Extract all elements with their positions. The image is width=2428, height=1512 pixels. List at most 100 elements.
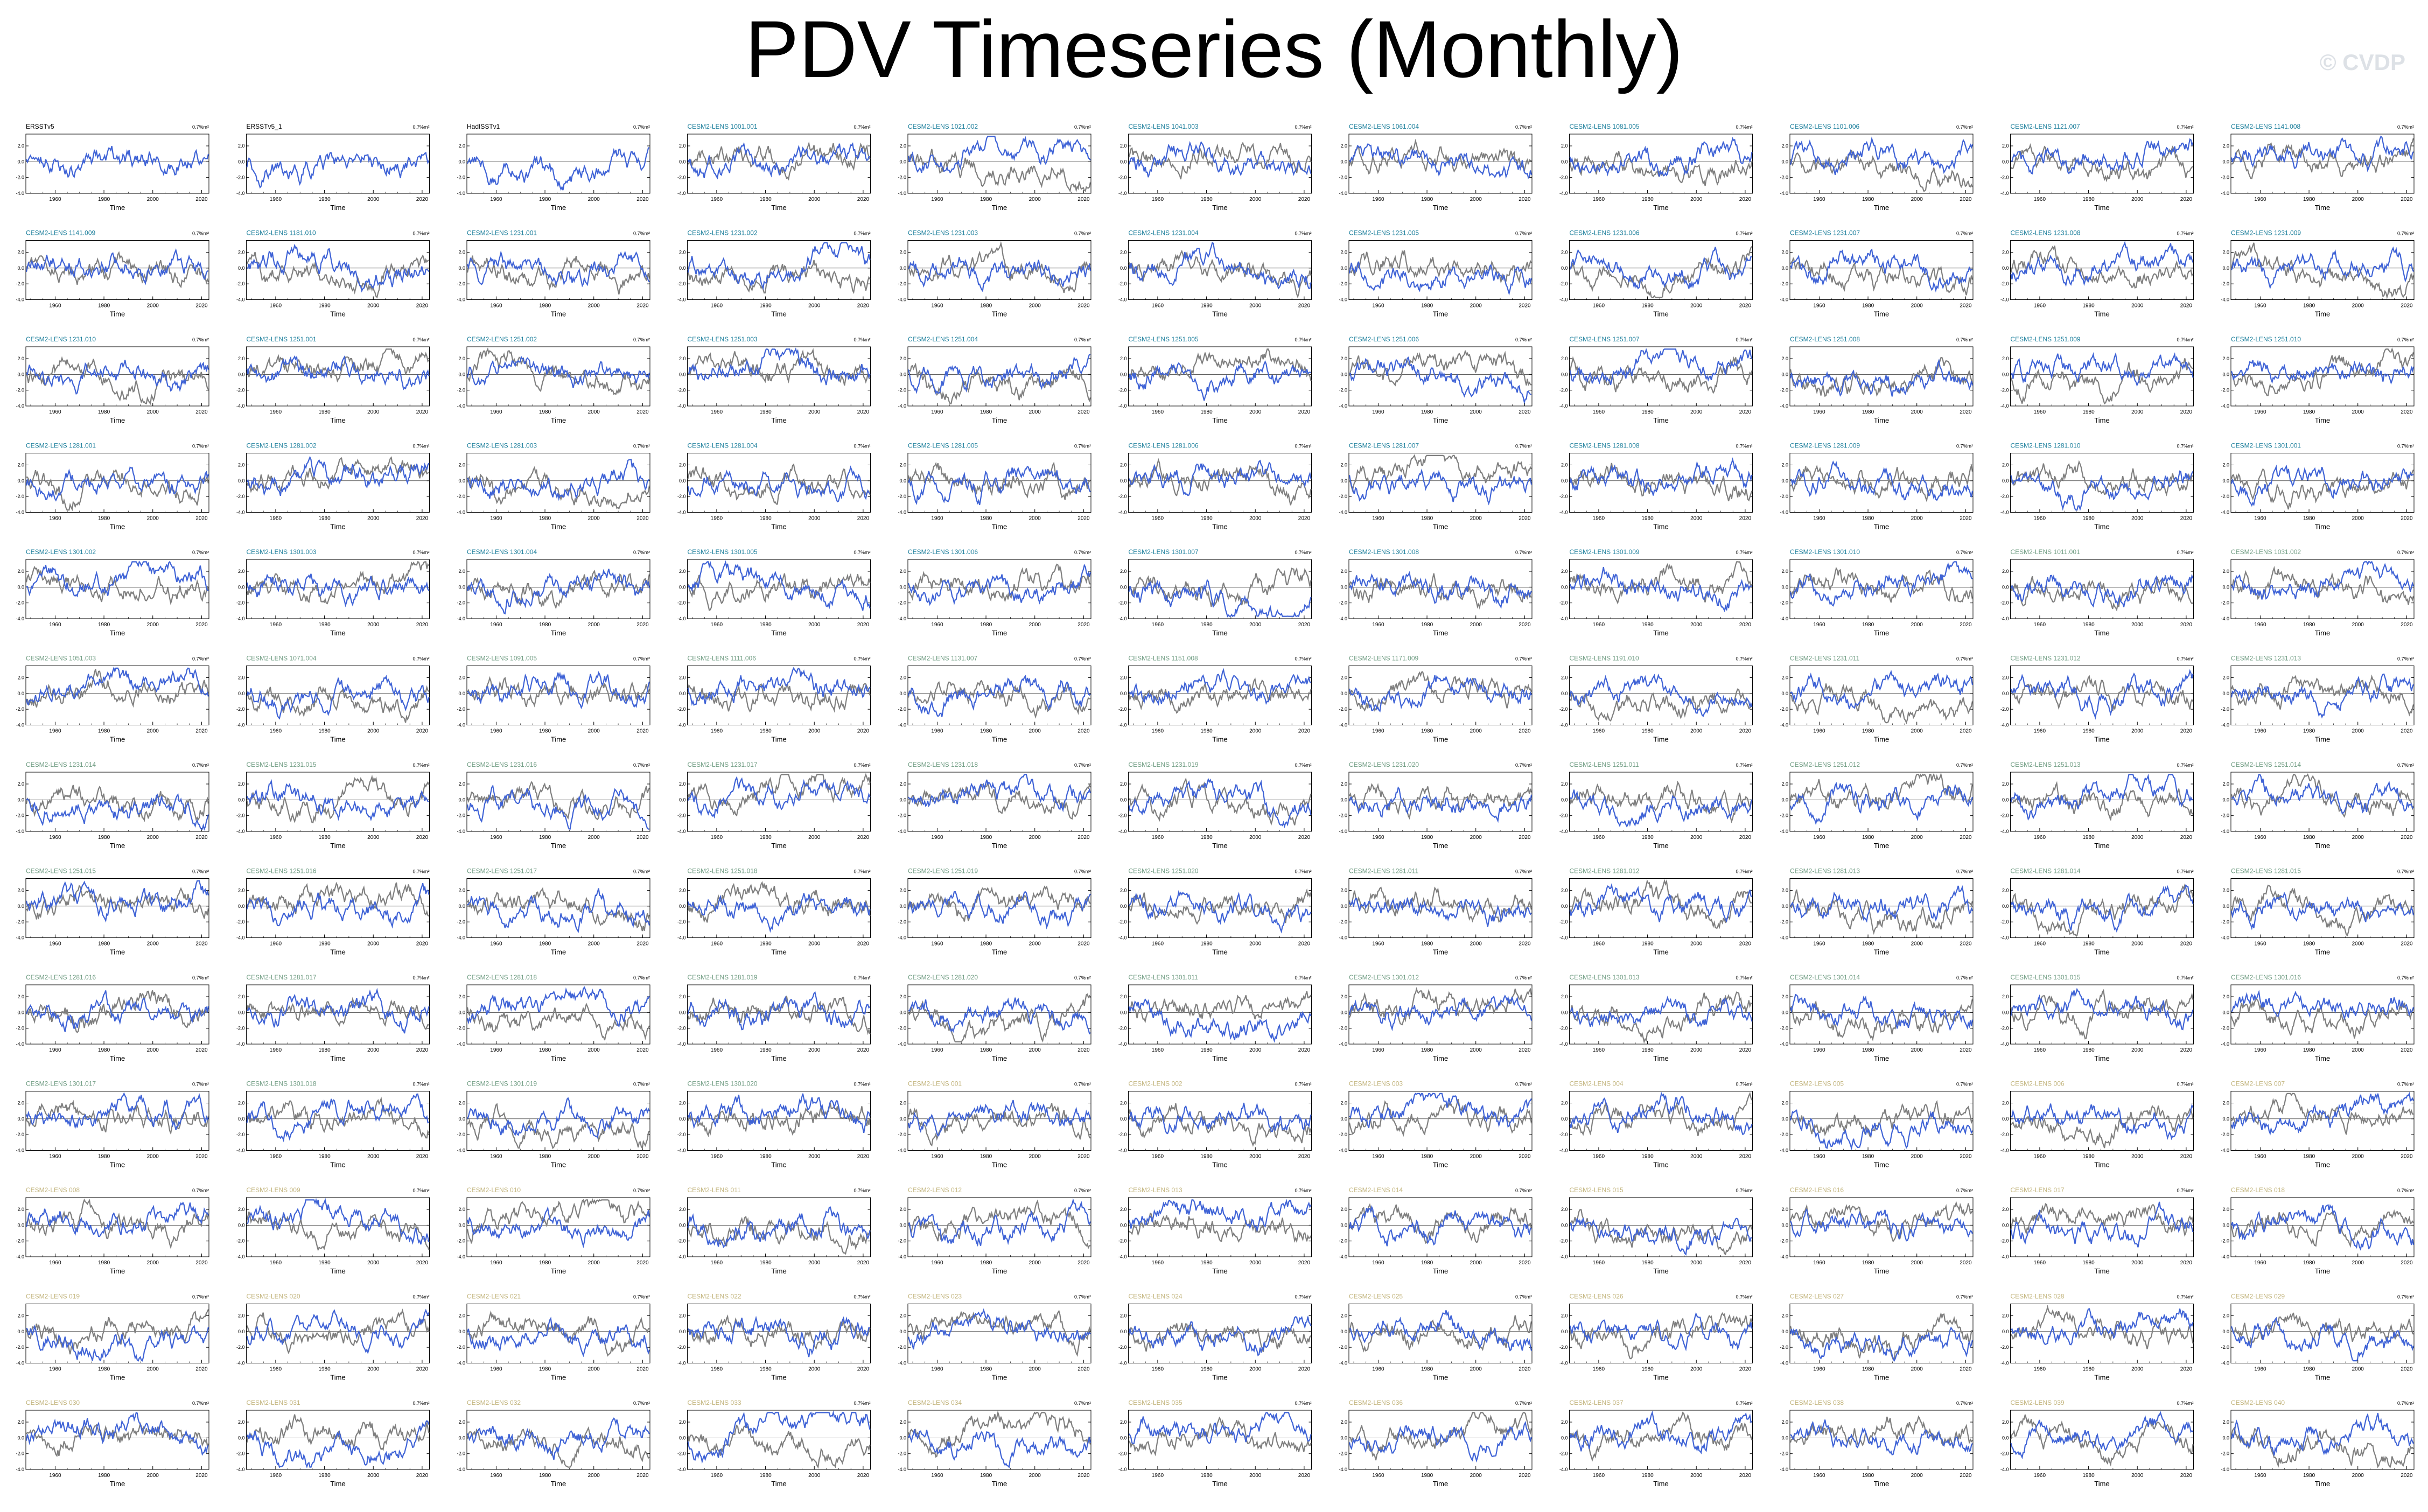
x-tick-label: 2020 [636,303,649,309]
x-tick-label: 1960 [2034,941,2046,947]
y-tick-label: -2.0 [1118,1238,1127,1244]
y-tick-label: 2.0 [1120,888,1127,893]
y-tick-label: 2.0 [1340,888,1347,893]
x-tick-label: 1980 [539,729,551,734]
y-tick-label: -2.0 [2221,1026,2229,1031]
panel-title: CESM2-LENS 1051.003 [26,655,96,662]
timeseries-panel: CESM2-LENS 1231.009 0.7%m²2.00.0-2.0-4.01… [2221,229,2415,318]
x-tick-label: 1960 [49,303,61,309]
x-axis-label: Time [2094,416,2109,424]
x-axis-label: Time [551,842,566,850]
gray-line [2010,246,2194,289]
panel-title: CESM2-LENS 1231.013 [2231,655,2301,662]
x-axis-label: Time [1433,310,1448,318]
x-tick-label: 1980 [759,516,772,522]
y-tick-label: -4.0 [457,1148,465,1153]
y-tick-label: 0.0 [2002,904,2009,909]
timeseries-panel: CESM2-LENS 1251.009 0.7%m²2.00.0-2.0-4.01… [2000,335,2194,424]
panel-corner-label: 0.7%m² [2177,550,2193,555]
x-tick-label: 1960 [931,1154,943,1160]
panel-frame [25,878,209,938]
x-tick-label: 2020 [195,622,208,628]
y-tick-label: -4.0 [1118,1148,1127,1153]
timeseries-panel: CESM2-LENS 1251.007 0.7%m²2.00.0-2.0-4.01… [1559,335,1753,424]
panel-title: CESM2-LENS 1071.004 [247,655,317,662]
gray-line [1569,991,1753,1044]
panel-corner-label: 0.7%m² [2177,975,2193,981]
x-axis-label: Time [1874,310,1889,318]
panel-title: CESM2-LENS 1301.008 [1349,548,1419,556]
x-tick-label: 2020 [636,729,649,734]
x-tick-label: 1960 [1372,516,1384,522]
y-tick-label: -4.0 [236,510,245,515]
blue-line [2010,669,2194,720]
panel-title: CESM2-LENS 001 [908,1080,962,1088]
panel-title: CESM2-LENS 1301.012 [1349,974,1419,981]
panel-frame [466,1091,650,1151]
y-tick-label: -2.0 [16,281,24,286]
y-tick-label: -4.0 [1339,829,1347,834]
panel-frame [687,1197,871,1257]
panel-corner-label: 0.7%m² [853,656,870,662]
x-tick-label: 2000 [1029,303,1041,309]
x-tick-label: 2020 [636,409,649,415]
blue-line [2010,352,2194,387]
x-tick-label: 2000 [1690,409,1703,415]
blue-line [1129,668,1312,706]
x-tick-label: 1960 [1372,1047,1384,1053]
panel-title: CESM2-LENS 1281.018 [467,974,537,981]
x-axis-label: Time [1653,629,1668,637]
x-tick-label: 1960 [2034,1154,2046,1160]
y-tick-label: -4.0 [1339,1041,1347,1047]
y-tick-label: -2.0 [236,388,245,393]
panel-title: CESM2-LENS 1281.015 [2231,867,2301,875]
panel-frame [246,240,430,300]
panel-frame [687,240,871,300]
x-tick-label: 1980 [759,1260,772,1266]
y-tick-label: 2.0 [679,569,686,574]
gray-line [687,683,871,713]
y-tick-label: -2.0 [898,706,906,712]
y-tick-label: 0.0 [1340,372,1347,377]
y-tick-label: -4.0 [236,297,245,303]
x-tick-label: 2020 [857,1260,870,1266]
x-axis-label: Time [771,842,786,850]
y-tick-label: -4.0 [898,403,906,409]
panel-frame [25,772,209,832]
x-tick-label: 1980 [98,729,110,734]
gray-line [908,993,1091,1043]
x-tick-label: 2000 [1470,729,1482,734]
y-tick-label: -4.0 [2000,403,2009,409]
x-tick-label: 2000 [1690,197,1703,202]
y-tick-label: -4.0 [1780,191,1788,196]
blue-line [1128,778,1312,829]
y-tick-label: -2.0 [1118,175,1127,180]
timeseries-panel: CESM2-LENS 1231.018 0.7%m²2.00.0-2.0-4.01… [898,761,1091,850]
timeseries-panel: CESM2-LENS 1251.011 0.7%m²2.00.0-2.0-4.01… [1559,761,1753,850]
panel-frame [2010,134,2194,194]
panel-corner-label: 0.7%m² [1074,550,1091,555]
panel-title: CESM2-LENS 1251.017 [467,867,537,875]
x-axis-label: Time [551,416,566,424]
x-tick-label: 2020 [636,197,649,202]
blue-line [687,1206,871,1248]
gray-line [1128,249,1312,299]
x-tick-label: 1960 [49,1047,61,1053]
y-tick-label: 2.0 [2222,781,2229,787]
panel-title: CESM2-LENS 1281.014 [2011,867,2081,875]
y-tick-label: -4.0 [2000,935,2009,941]
x-tick-label: 1980 [98,303,110,309]
blue-line [246,883,430,929]
x-tick-label: 2000 [1249,1047,1262,1053]
panel-corner-label: 0.7%m² [192,1082,209,1087]
x-tick-label: 1980 [318,622,331,628]
y-tick-label: -4.0 [1339,403,1347,409]
y-tick-label: 2.0 [679,250,686,255]
y-tick-label: -2.0 [236,1026,245,1031]
y-tick-label: 0.0 [899,478,906,484]
x-tick-label: 1980 [2082,516,2095,522]
blue-line [1349,356,1531,404]
panel-title: CESM2-LENS 1231.019 [1129,761,1199,768]
y-tick-label: 2.0 [1561,463,1568,468]
